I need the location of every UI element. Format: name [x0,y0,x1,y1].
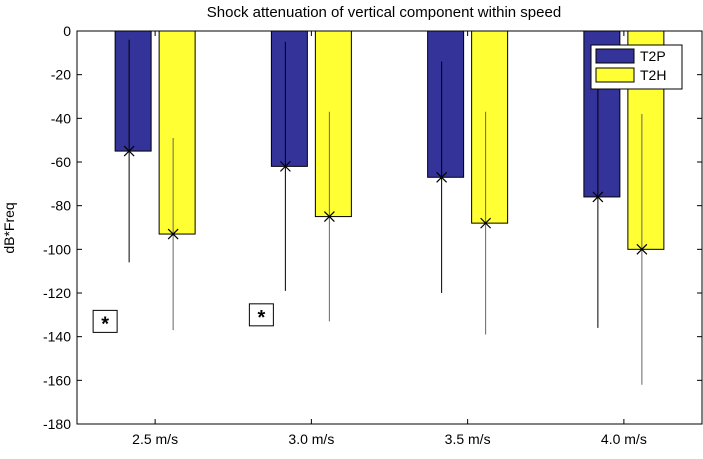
significance-box-1 [248,303,274,327]
bar-t2h-0 [158,30,196,235]
bar-t2p-0 [114,30,152,152]
annotations-layer: * * [92,303,274,335]
mean-marker-t2h-0 [167,228,179,240]
significance-marker-0: * [101,313,109,335]
x-tick-label: 3.0 m/s [288,431,334,447]
y-tick-label: -20 [51,67,71,83]
x-tick-label: 4.0 m/s [601,431,647,447]
y-tick-label: 0 [63,23,71,39]
plot-frame [76,30,703,425]
significance-box-0 [92,309,118,333]
significance-marker-1: * [257,307,265,329]
axes-layer: 0 -20 -40 -60 -80 -100 -120 -140 -160 -180 2.5 m/s… [43,23,702,447]
mean-marker-t2p-1 [279,160,291,172]
x-tick-label: 3.5 m/s [445,431,491,447]
mean-marker-t2p-3 [592,191,604,203]
chart-title: Shock attenuation of vertical component … [207,4,561,21]
mean-marker-t2h-1 [323,211,335,223]
y-tick-label: -120 [43,285,71,301]
y-axis-label: dB*Freq [1,202,17,253]
y-tick-label: -140 [43,329,71,345]
error-bars-layer [123,39,648,385]
legend-label-t2h: T2H [640,67,666,83]
bar-t2h-1 [314,30,352,218]
mean-marker-t2p-2 [436,171,448,183]
y-tick-label: -180 [43,416,71,432]
x-tick-label: 2.5 m/s [132,431,178,447]
bars-layer [114,30,665,250]
bar-t2h-2 [471,30,509,224]
mean-marker-t2p-0 [123,145,135,157]
mean-marker-t2h-2 [480,217,492,229]
bar-t2p-1 [270,30,308,167]
legend-label-t2p: T2P [640,48,666,64]
bar-t2p-2 [427,30,465,178]
y-tick-label: -80 [51,198,71,214]
legend-swatch-t2h [595,67,635,83]
y-tick-label: -100 [43,241,71,257]
y-tick-label: -40 [51,110,71,126]
y-tick-label: -160 [43,372,71,388]
legend-swatch-t2p [595,48,635,64]
mean-marker-t2h-3 [636,243,648,255]
y-tick-label: -60 [51,154,71,170]
